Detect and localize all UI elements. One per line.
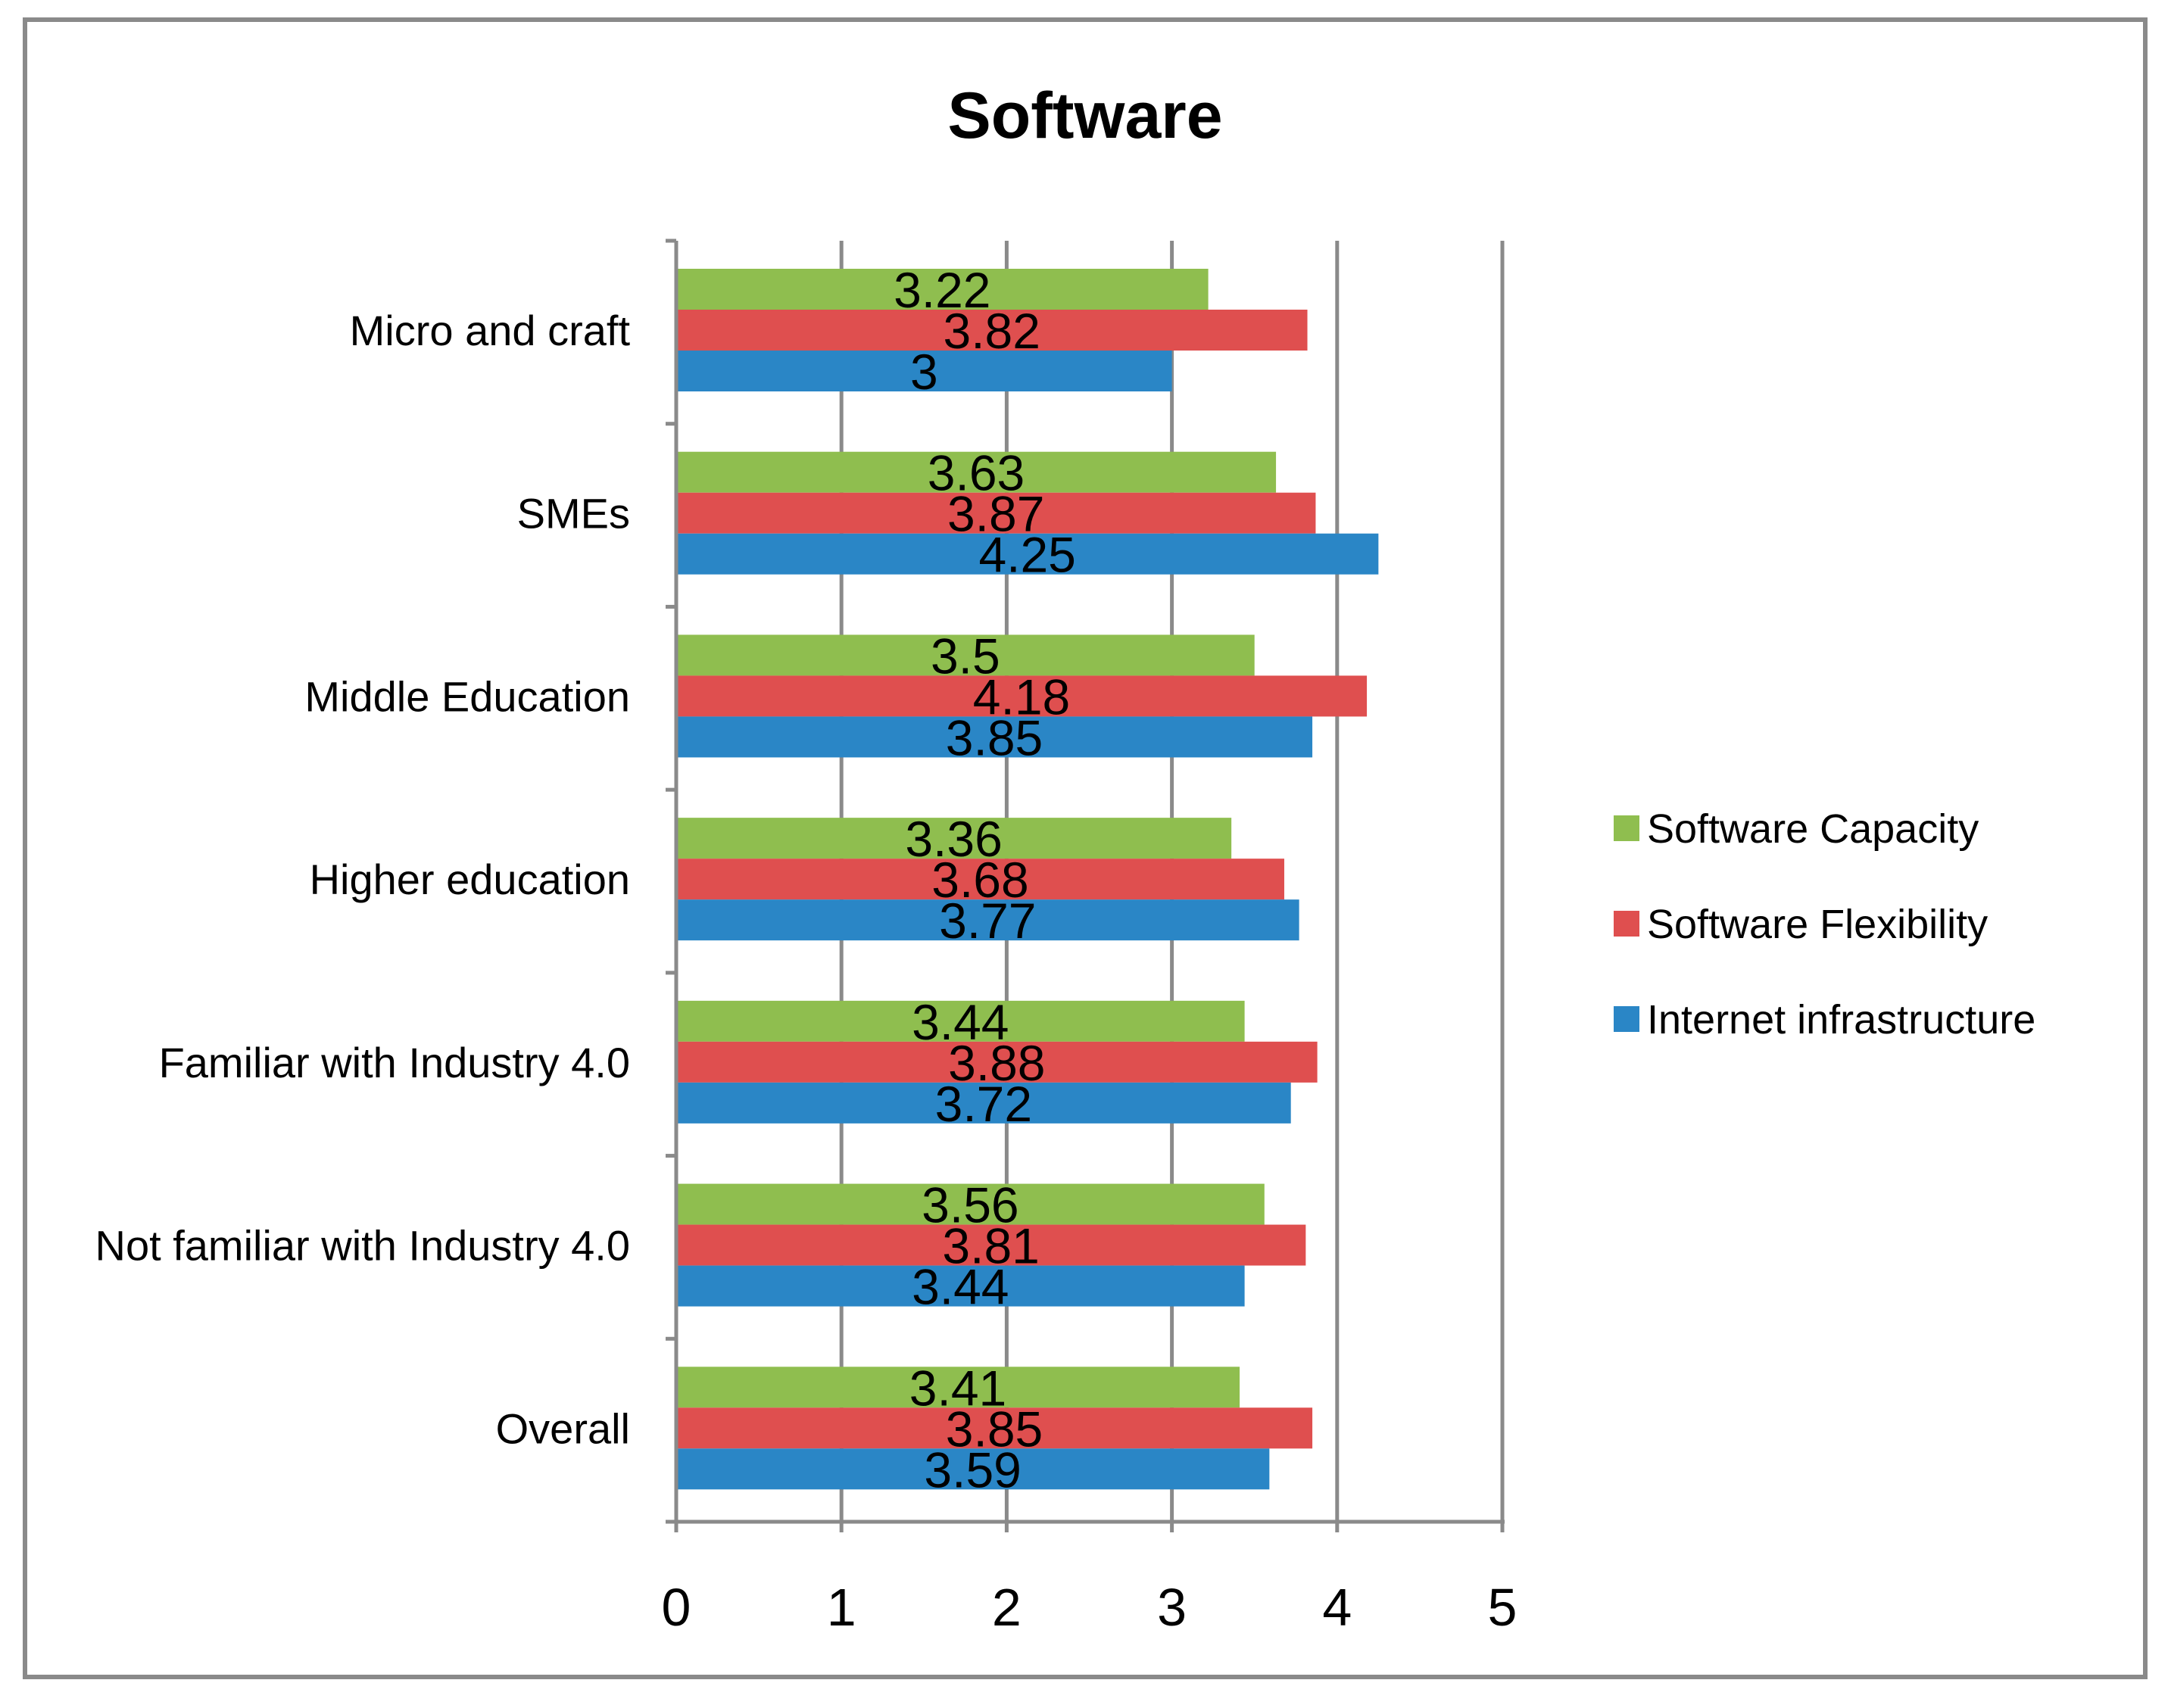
category-label: Familiar with Industry 4.0: [159, 1039, 630, 1086]
data-label: 4.18: [973, 669, 1070, 725]
bar-software-capacity: [676, 269, 1209, 310]
data-label: 3.77: [939, 893, 1036, 949]
bar-software-capacity: [676, 451, 1277, 493]
chart-title: Software: [947, 79, 1222, 152]
category-label: SMEs: [517, 490, 630, 538]
data-labels: 3.223.8233.633.874.253.54.183.853.363.68…: [894, 262, 1076, 1498]
data-label: 3.85: [946, 1401, 1043, 1457]
bar-software-capacity: [676, 1000, 1245, 1042]
bar-software-capacity: [676, 1183, 1265, 1225]
x-tick-label: 2: [992, 1578, 1022, 1637]
legend: Software Capacity Software Flexibility Int…: [1614, 806, 2035, 1043]
data-label: 3.72: [935, 1076, 1032, 1132]
data-label: 3.85: [946, 709, 1043, 765]
legend-swatch-internet-infrastructure: [1614, 1006, 1639, 1032]
legend-swatch-software-capacity: [1614, 815, 1639, 841]
data-label: 3.44: [912, 1259, 1009, 1315]
data-label: 3.87: [947, 486, 1044, 542]
x-tick-label: 1: [827, 1578, 856, 1637]
data-label: 3.56: [922, 1177, 1018, 1233]
bar-software-flexibility: [676, 1041, 1318, 1083]
legend-label: Software Flexibility: [1647, 902, 1988, 947]
bar-software-flexibility: [676, 310, 1308, 351]
x-tick-label: 4: [1322, 1578, 1352, 1637]
bar-software-capacity: [676, 1367, 1240, 1408]
x-tick-label: 3: [1157, 1578, 1187, 1637]
data-label: 3.68: [931, 852, 1028, 908]
axes: 0 1 2 3 4 5 Micro and craft SMEs Middle Educatio…: [95, 238, 1518, 1637]
category-label: Not familiar with Industry 4.0: [95, 1222, 630, 1270]
bar-software-flexibility: [676, 675, 1368, 717]
legend-swatch-software-flexibility: [1614, 911, 1639, 937]
x-tick-label: 5: [1488, 1578, 1518, 1637]
bar-internet-infrastructure: [676, 351, 1172, 391]
legend-label: Internet infrastructure: [1647, 997, 2035, 1043]
data-label: 3.59: [924, 1442, 1021, 1498]
bar-software-capacity: [676, 818, 1232, 859]
bar-internet-infrastructure: [676, 899, 1299, 941]
bar-software-capacity: [676, 634, 1255, 676]
category-label: Middle Education: [304, 672, 630, 720]
category-label: Higher education: [310, 856, 630, 903]
data-label: 3.41: [909, 1360, 1006, 1416]
category-label: Micro and craft: [350, 307, 631, 354]
data-label: 3.81: [942, 1218, 1039, 1274]
bars: [676, 269, 1379, 1490]
data-label: 3.44: [912, 994, 1009, 1050]
data-label: 3: [910, 344, 938, 400]
bar-internet-infrastructure: [676, 1265, 1245, 1307]
category-label: Overall: [496, 1404, 630, 1452]
x-tick-label: 0: [662, 1578, 691, 1637]
bar-internet-infrastructure: [676, 1082, 1291, 1124]
data-label: 3.5: [931, 628, 1000, 684]
bar-internet-infrastructure: [676, 1448, 1270, 1490]
bar-software-flexibility: [676, 1407, 1313, 1449]
data-label: 3.82: [944, 303, 1040, 359]
bar-internet-infrastructure: [676, 716, 1313, 758]
legend-label: Software Capacity: [1647, 806, 1979, 852]
data-label: 3.22: [894, 262, 990, 318]
data-label: 3.88: [948, 1035, 1045, 1091]
data-label: 3.36: [905, 811, 1002, 867]
data-label: 4.25: [978, 527, 1075, 583]
data-label: 3.63: [928, 445, 1025, 501]
bar-internet-infrastructure: [676, 533, 1379, 575]
bar-software-flexibility: [676, 492, 1316, 534]
bar-software-flexibility: [676, 859, 1284, 900]
bar-software-flexibility: [676, 1224, 1306, 1266]
